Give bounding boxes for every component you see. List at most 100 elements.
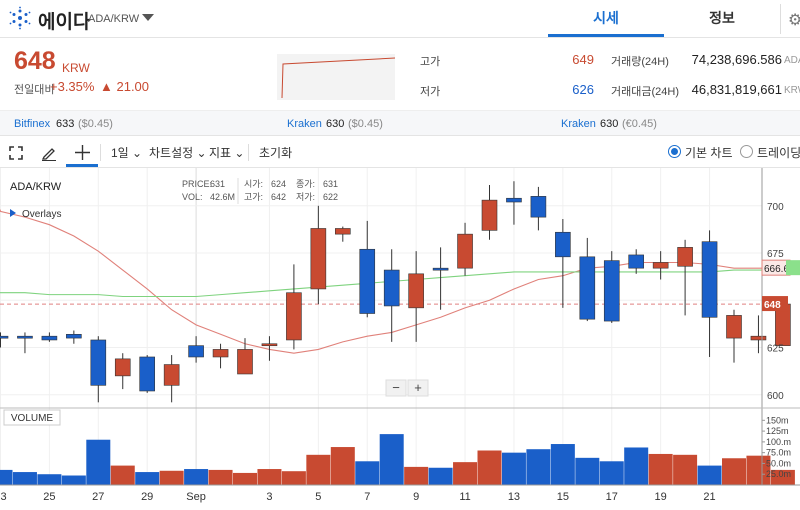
period-select[interactable]: 1일 ⌄ xyxy=(111,146,143,160)
candle-body xyxy=(432,267,449,271)
high-label: 고가 xyxy=(420,56,441,68)
y-tick-label: 700 xyxy=(767,202,784,213)
x-tick-label: 3 xyxy=(266,491,272,503)
info-high: 642 xyxy=(271,192,286,202)
toolbar-divider xyxy=(100,144,101,161)
basic-chart-label[interactable]: 기본 차트 xyxy=(685,146,733,160)
gear-icon[interactable]: ⚙ xyxy=(788,12,800,29)
chart-area[interactable]: 23252729Sep35791113151719216006256506757… xyxy=(0,168,800,505)
change-amount: ▲ 21.00 xyxy=(100,79,150,94)
info-vol-label: VOL: xyxy=(182,192,203,202)
candle-body xyxy=(506,197,522,203)
vol-tick-label: 125m xyxy=(766,426,789,436)
volume-bar xyxy=(624,447,649,485)
prev-day-label: 전일대비 xyxy=(14,84,55,96)
overlays-label[interactable]: Overlays xyxy=(22,209,61,220)
volume-bar xyxy=(281,471,306,485)
candle-body xyxy=(163,364,180,386)
x-tick-label: Sep xyxy=(186,491,206,503)
volume-bar xyxy=(428,467,453,485)
tradingview-label[interactable]: 트레이딩뷰 xyxy=(757,146,800,160)
candle-body xyxy=(701,241,718,318)
basic-chart-radio[interactable] xyxy=(668,145,681,158)
pencil-icon[interactable] xyxy=(41,145,57,161)
fullscreen-icon[interactable] xyxy=(9,146,23,160)
candle-body xyxy=(750,335,767,341)
exchange-price: 630 xyxy=(326,118,345,130)
reset-button[interactable]: 초기화 xyxy=(259,146,293,160)
current-price-label: 648 xyxy=(764,300,781,311)
candle-body xyxy=(310,228,327,290)
play-icon[interactable] xyxy=(10,209,16,217)
info-price-label: PRICE: xyxy=(182,179,212,189)
tab-info[interactable]: 정보 xyxy=(709,10,735,26)
ma-short-line xyxy=(0,209,783,354)
volume-bar xyxy=(526,449,551,485)
chart-toolbar: 1일 ⌄ 차트설정 ⌄ 지표 ⌄ 초기화 기본 차트 트레이딩뷰 xyxy=(0,137,800,168)
volume-unit: ADA xyxy=(784,55,800,66)
ma-long-tag xyxy=(786,260,800,276)
chart-title: ADA/KRW xyxy=(10,181,62,193)
exchange-name[interactable]: Kraken xyxy=(561,118,596,130)
volume-box xyxy=(3,409,61,426)
volume-bar xyxy=(135,472,160,485)
exchange-name[interactable]: Kraken xyxy=(287,118,322,130)
candle-body xyxy=(212,349,229,358)
zoom-out-button[interactable] xyxy=(385,379,407,397)
volume-bar xyxy=(257,469,282,485)
current-price: 648 xyxy=(14,47,56,75)
x-tick-label: 17 xyxy=(606,491,618,503)
price-summary: 648 KRW 전일대비 +3.35% ▲ 21.00 고가 649 저가 62… xyxy=(0,38,800,110)
candle-body xyxy=(17,335,33,339)
volume-bar xyxy=(501,452,526,485)
volume-bar xyxy=(453,462,478,485)
volume-bar xyxy=(697,465,722,485)
exchange-price: 633 xyxy=(56,118,75,130)
candlestick-chart[interactable]: 23252729Sep35791113151719216006256506757… xyxy=(0,168,800,505)
x-tick-label: 23 xyxy=(0,491,7,503)
volume-label: 거래량(24H) xyxy=(611,56,669,68)
top-header: 에이다 ADA/KRW 시세 정보 ⚙ xyxy=(0,0,800,38)
info-open: 624 xyxy=(271,179,286,189)
exchange-bar: Bitfinex 633 ($0.45) Kraken 630 ($0.45) … xyxy=(0,110,800,136)
indicators-button[interactable]: 지표 ⌄ xyxy=(209,146,245,160)
ma-long-line xyxy=(0,269,783,298)
volume-bar xyxy=(208,469,233,485)
chart-settings-button[interactable]: 차트설정 ⌄ xyxy=(149,146,207,160)
candle-body xyxy=(677,247,693,267)
y-tick-label: 625 xyxy=(767,344,784,355)
volume-value: 74,238,696.586 xyxy=(691,52,782,67)
volume-bar xyxy=(12,472,37,485)
zoom-in-label: + xyxy=(414,380,422,395)
zoom-in-button[interactable] xyxy=(407,379,429,397)
volume-bar xyxy=(37,474,62,485)
crosshair-icon[interactable] xyxy=(75,145,90,160)
low-label: 저가 xyxy=(420,86,441,98)
volume-bar xyxy=(159,470,184,485)
chevron-down-icon[interactable] xyxy=(142,14,154,21)
x-tick-label: 25 xyxy=(43,491,55,503)
candle-body xyxy=(66,333,82,339)
info-close-label: 종가: xyxy=(296,179,315,189)
volume-bar xyxy=(86,439,111,485)
candle-body xyxy=(530,196,547,218)
x-tick-label: 29 xyxy=(141,491,153,503)
exchange-price: 630 xyxy=(600,118,619,130)
candle-body xyxy=(603,260,620,322)
candle-body xyxy=(383,269,400,307)
volume-bar xyxy=(355,461,380,485)
volume-bar xyxy=(330,447,355,485)
exchange-usd: ($0.45) xyxy=(78,118,113,130)
mini-chart xyxy=(277,54,395,100)
tradingview-radio[interactable] xyxy=(740,145,753,158)
x-tick-label: 15 xyxy=(557,491,569,503)
chart-settings-label: 차트설정 xyxy=(149,146,194,160)
exchange-name[interactable]: Bitfinex xyxy=(14,118,51,130)
volume-bar xyxy=(110,465,135,485)
volume-bar xyxy=(746,455,771,485)
x-tick-label: 27 xyxy=(92,491,104,503)
amount-value: 46,831,819,661 xyxy=(691,82,782,97)
tab-market[interactable]: 시세 xyxy=(548,0,664,37)
x-tick-label: 5 xyxy=(315,491,321,503)
x-tick-label: 11 xyxy=(459,491,470,503)
